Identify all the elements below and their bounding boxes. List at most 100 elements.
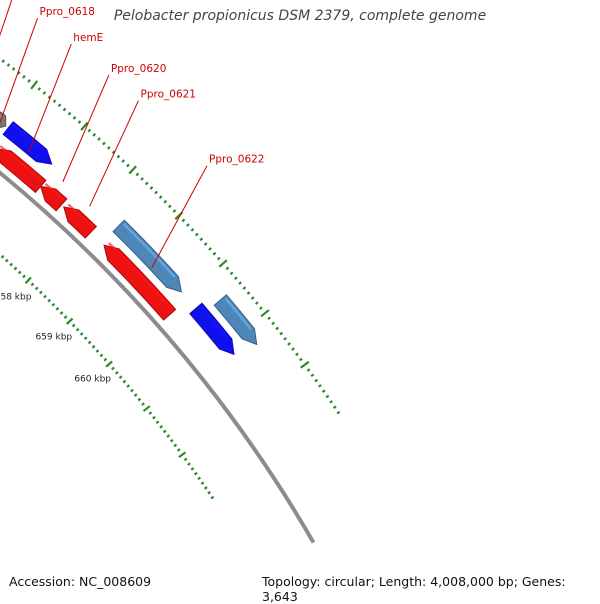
outer-tick xyxy=(22,75,26,79)
backbone-arc xyxy=(0,170,316,544)
gene-label-leader xyxy=(0,17,39,124)
gene-feature xyxy=(213,294,258,346)
outer-tick xyxy=(254,301,259,305)
outer-tick xyxy=(275,326,280,331)
genome-backbone xyxy=(0,170,316,544)
outer-tick xyxy=(72,115,77,120)
gene-feature-highlight xyxy=(224,297,252,330)
ruler-tick xyxy=(169,438,174,443)
outer-tick xyxy=(229,271,234,276)
outer-tick xyxy=(121,159,125,163)
ruler-tick xyxy=(159,425,164,429)
outer-tick xyxy=(332,405,337,410)
gene-feature xyxy=(112,219,183,293)
gene-feature xyxy=(39,185,68,212)
gene-feature-highlight xyxy=(200,305,230,341)
outer-tick xyxy=(279,331,284,336)
outer-tick xyxy=(37,87,42,91)
ruler-label: 660 kbp xyxy=(74,375,111,385)
outer-tick xyxy=(194,232,199,237)
outer-tick xyxy=(106,145,111,150)
outer-tick xyxy=(102,141,106,146)
outer-tick xyxy=(208,247,212,251)
outer-tick xyxy=(259,306,263,310)
ruler-tick xyxy=(193,471,198,476)
gene-label-leader xyxy=(89,100,139,207)
outer-tick xyxy=(47,95,52,99)
ruler-tick xyxy=(203,486,208,490)
outer-tick xyxy=(321,389,326,393)
outer-tick xyxy=(218,259,228,268)
ruler-tick xyxy=(30,282,35,287)
ruler-tick xyxy=(75,327,80,332)
ruler-tick xyxy=(197,476,202,481)
ruler-tick xyxy=(155,420,160,425)
ruler-tick xyxy=(63,315,68,319)
outer-tick xyxy=(149,186,154,190)
outer-tick xyxy=(186,223,190,227)
ruler-tick xyxy=(9,262,13,267)
outer-tick xyxy=(336,410,341,415)
gene-label-leader xyxy=(0,0,13,37)
outer-tick xyxy=(163,199,168,204)
gene-feature-highlight xyxy=(108,242,174,311)
outer-tick xyxy=(172,209,177,213)
gene-labels: Ppro_0616Ppro_R0006Ppro_0617Ppro_0618hem… xyxy=(0,0,264,269)
outer-tick xyxy=(250,296,255,300)
outer-tick xyxy=(97,137,101,142)
outer-tick xyxy=(92,133,97,137)
outer-tick xyxy=(325,394,330,399)
ruler-tick xyxy=(91,344,96,349)
ruler-tick xyxy=(13,266,18,271)
outer-tick xyxy=(11,67,16,71)
gene-feature xyxy=(2,121,53,165)
outer-tick xyxy=(216,256,221,261)
ruler-tick xyxy=(103,357,108,362)
outer-tick xyxy=(1,59,5,64)
ruler-tick xyxy=(34,286,39,291)
gene-label: Ppro_0621 xyxy=(141,89,196,101)
outer-tick xyxy=(271,321,276,326)
ruler-tick xyxy=(5,258,9,263)
ruler-tick xyxy=(47,298,52,303)
ruler-tick xyxy=(65,317,74,325)
ruler-tick xyxy=(111,366,115,371)
ruler-tick xyxy=(173,443,178,448)
gene-features xyxy=(0,111,258,356)
ruler-tick xyxy=(22,274,26,279)
outer-tick xyxy=(318,384,322,388)
ruler-tick xyxy=(24,276,32,285)
gene-label: Ppro_0618 xyxy=(40,6,95,18)
ruler-tick xyxy=(105,360,113,368)
ruler-tick xyxy=(126,384,131,388)
outer-tick xyxy=(203,242,208,246)
gene-label-leader xyxy=(62,74,110,183)
outer-tick xyxy=(238,281,242,285)
ruler-tick xyxy=(99,353,104,358)
ruler-tick xyxy=(87,340,92,345)
outer-tick xyxy=(329,400,333,404)
outer-tick xyxy=(212,251,217,256)
ruler-ticks xyxy=(0,252,215,500)
outer-tick xyxy=(128,165,137,175)
outer-tick xyxy=(295,352,299,357)
outer-tick xyxy=(158,195,163,199)
gene-feature xyxy=(103,244,177,321)
gene-feature-highlight xyxy=(0,145,44,183)
ruler-tick xyxy=(200,481,205,485)
outer-tick xyxy=(246,291,251,295)
ruler-tick xyxy=(148,411,153,415)
ruler-label: 658 kbp xyxy=(0,292,32,302)
outer-tick xyxy=(126,163,130,168)
gene-feature-highlight xyxy=(12,124,45,152)
ruler-tick xyxy=(39,290,43,295)
gene-feature xyxy=(189,302,235,356)
outer-tick xyxy=(27,79,31,83)
ruler-tick xyxy=(207,490,211,495)
outer-tick xyxy=(67,111,72,116)
gene-label-leader xyxy=(151,165,208,269)
outer-tick xyxy=(225,266,230,271)
outer-tick xyxy=(306,368,311,372)
ruler-tick xyxy=(0,254,5,259)
